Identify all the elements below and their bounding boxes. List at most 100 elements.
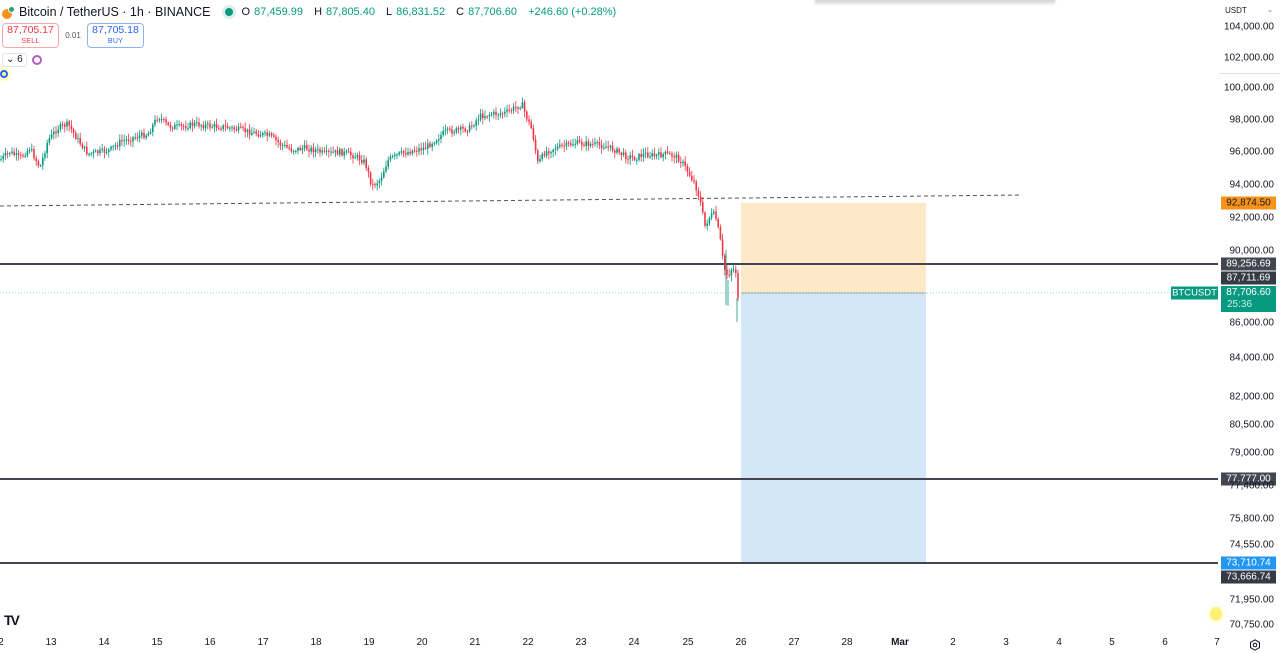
candle-body: [691, 175, 693, 181]
candle-body: [286, 144, 288, 148]
candle-body: [317, 149, 319, 151]
candle-body: [92, 151, 95, 154]
candle-body: [50, 134, 53, 139]
candle-body: [358, 155, 361, 161]
candle-body: [141, 132, 143, 136]
candle-body: [444, 129, 447, 132]
candle-body: [669, 152, 671, 154]
candle-body: [728, 274, 730, 276]
time-axis-label: 2: [0, 637, 4, 648]
chart-plot-area[interactable]: [0, 0, 1218, 632]
candle-body: [39, 165, 42, 167]
candle-body: [42, 157, 44, 166]
candle-body: [713, 211, 715, 214]
candle-body: [515, 106, 517, 108]
price-axis[interactable]: [1218, 0, 1280, 632]
candle-body: [88, 153, 90, 155]
candle-body: [640, 154, 642, 158]
candle-body: [0, 159, 2, 161]
candle-body: [2, 155, 4, 160]
sell-button[interactable]: 87,705.17 SELL: [2, 23, 59, 48]
time-axis-label: 6: [1162, 637, 1168, 648]
time-axis-label: 19: [363, 637, 375, 648]
chevron-down-icon: ⌄: [1267, 7, 1273, 14]
candle-body: [182, 125, 185, 127]
candle-body: [482, 113, 484, 119]
bitcoin-tether-icon: [2, 5, 15, 19]
candle-body: [380, 177, 383, 181]
candle-body: [400, 151, 403, 153]
candle-body: [583, 144, 585, 146]
last-price-tag: 87,706.60 25:36: [1221, 286, 1276, 312]
candle-body: [204, 124, 207, 128]
indicators-row: ⌄ 6: [2, 53, 42, 67]
candle-body: [457, 128, 460, 130]
candle-body: [138, 135, 141, 138]
candle-body: [160, 119, 163, 121]
buy-button[interactable]: 87,705.18 BUY: [87, 23, 144, 48]
candle-body: [125, 139, 128, 141]
candle-body: [631, 155, 634, 158]
candle-body: [719, 227, 722, 240]
candle-body: [202, 125, 205, 128]
time-axis-label: 20: [416, 637, 428, 648]
ohlc-values: O 87,459.99 H 87,805.40 L 86,831.52 C 87,706…: [241, 6, 617, 18]
candle-body: [684, 161, 686, 166]
candle-body: [97, 150, 99, 154]
open-value: 87,459.99: [254, 6, 304, 18]
candle-body: [268, 133, 271, 136]
candle-body: [143, 132, 145, 138]
candle-body: [376, 183, 378, 186]
close-value: 87,706.60: [468, 6, 518, 18]
candle-body: [512, 106, 515, 111]
candle-body: [277, 140, 279, 143]
candle-body: [233, 127, 235, 130]
candle-body: [361, 160, 363, 163]
candle-body: [530, 121, 532, 129]
candle-body: [554, 148, 557, 150]
time-axis[interactable]: [0, 632, 1280, 653]
candle-body: [471, 125, 473, 127]
indicators-toggle[interactable]: ⌄ 6: [2, 53, 27, 67]
candle-body: [416, 150, 418, 152]
candle-body: [484, 116, 486, 119]
candle-body: [119, 139, 121, 147]
candle-body: [193, 122, 196, 126]
settings-icon[interactable]: [1249, 639, 1261, 651]
candle-body: [627, 159, 629, 161]
cursor-highlight-marker: [0, 70, 8, 78]
candle-body: [534, 139, 537, 151]
candle-body: [622, 152, 625, 156]
candle-body: [156, 119, 158, 121]
prev-close-tag: 87,711.69: [1221, 271, 1276, 285]
candle-body: [499, 113, 502, 115]
tradingview-logo[interactable]: TV: [4, 612, 20, 628]
time-axis-label: 27: [788, 637, 800, 648]
time-axis-label: 2: [950, 637, 956, 648]
candle-body: [686, 165, 689, 172]
time-axis-label: 22: [522, 637, 534, 648]
market-status-icon[interactable]: [224, 8, 233, 16]
currency-selector[interactable]: USDT ⌄: [1219, 4, 1279, 18]
time-axis-label: Mar: [891, 637, 909, 648]
candle-body: [620, 152, 623, 156]
indicator-loading-icon[interactable]: [31, 55, 42, 65]
candle-body: [369, 172, 372, 184]
candle-body: [90, 153, 92, 155]
candle-body: [31, 149, 33, 151]
candle-body: [561, 144, 563, 146]
symbol-title[interactable]: Bitcoin / TetherUS · 1h · BINANCE: [19, 5, 211, 19]
candle-body: [44, 153, 46, 158]
candle-body: [726, 269, 728, 275]
candle-body: [224, 125, 227, 127]
level-price-tag-upper: 89,256.69: [1221, 257, 1276, 271]
candle-body: [66, 121, 68, 127]
candle-body: [464, 128, 466, 132]
candle-body: [246, 129, 249, 133]
candle-body: [662, 154, 664, 158]
candle-body: [449, 128, 451, 130]
candle-body: [666, 151, 669, 153]
price-axis-label: 79,000.00: [1229, 447, 1275, 459]
candle-body: [284, 144, 286, 146]
